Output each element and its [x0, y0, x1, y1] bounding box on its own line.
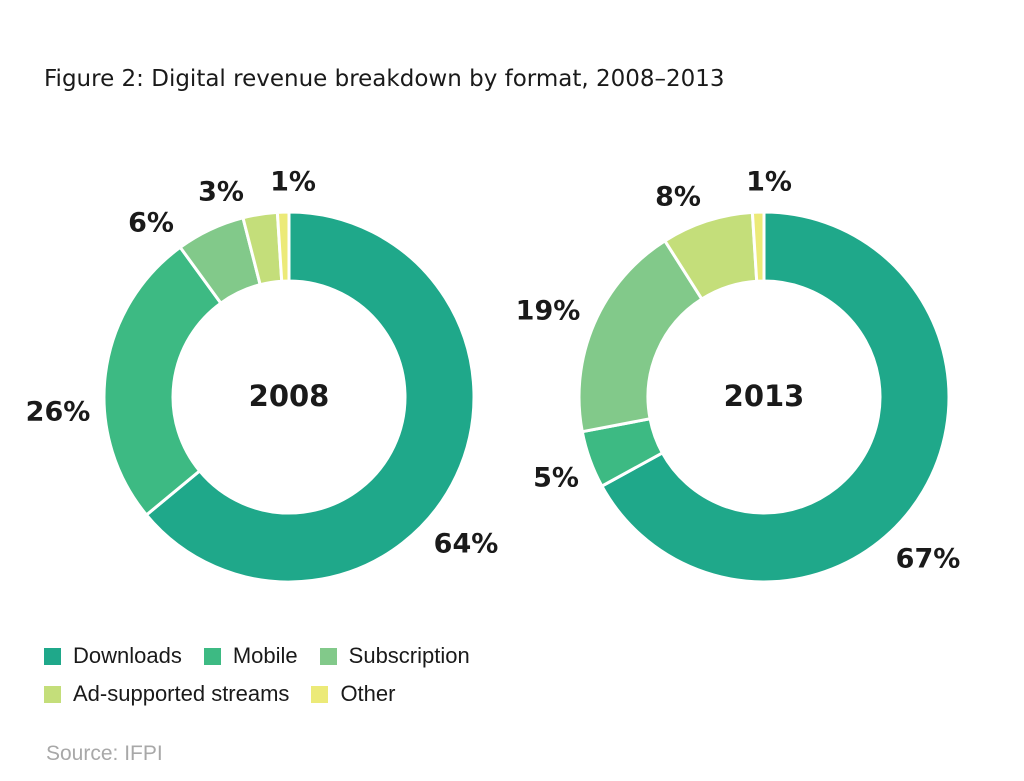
legend-label-other: Other	[340, 681, 396, 706]
center-label-2013: 2013	[724, 379, 805, 413]
pct-label-2013-other: 1%	[746, 167, 792, 198]
pct-label-2008-subscription: 6%	[128, 208, 174, 239]
legend-item-downloads: Downloads	[44, 643, 182, 669]
pct-label-2008-other: 1%	[270, 167, 316, 198]
legend-row: Ad-supported streams Other	[44, 680, 644, 708]
slice-2008-downloads	[144, 210, 476, 584]
pct-label-2008-ad-supported-streams: 3%	[198, 177, 244, 208]
source-note: Source: IFPI	[46, 742, 163, 765]
legend-swatch-subscription	[319, 647, 337, 665]
legend-swatch-downloads	[44, 647, 61, 665]
slice-2008-other	[275, 210, 291, 283]
slice-2013-downloads	[599, 210, 951, 584]
legend-label-ad-supported: Ad-supported streams	[73, 681, 290, 706]
chart-title: Figure 2: Digital revenue breakdown by f…	[44, 66, 725, 92]
legend-label-mobile: Mobile	[232, 643, 298, 668]
legend-item-mobile: Mobile	[203, 643, 298, 669]
legend: Downloads Mobile Subscription Ad-support…	[44, 642, 644, 718]
pct-label-2013-mobile: 5%	[533, 463, 579, 494]
donut-2008: 64% 26% 6% 3% 1% 2008	[26, 167, 499, 584]
legend-item-ad-supported: Ad-supported streams	[44, 681, 289, 707]
slice-2013-other	[750, 210, 766, 283]
legend-row: Downloads Mobile Subscription	[44, 642, 644, 670]
pct-label-2013-downloads: 67%	[896, 544, 961, 575]
legend-swatch-ad-supported	[44, 685, 61, 703]
pct-label-2013-ad-supported-streams: 8%	[655, 182, 701, 213]
center-label-2008: 2008	[249, 379, 330, 413]
legend-label-downloads: Downloads	[73, 643, 182, 668]
legend-item-subscription: Subscription	[319, 643, 470, 669]
pct-label-2008-mobile: 26%	[26, 397, 91, 428]
legend-swatch-mobile	[203, 647, 221, 665]
legend-swatch-other	[311, 685, 329, 703]
donut-2013: 67% 5% 19% 8% 1% 2013	[516, 167, 961, 584]
slice-2008-mobile	[102, 245, 223, 518]
pct-label-2013-subscription: 19%	[516, 296, 581, 327]
legend-item-other: Other	[311, 681, 395, 707]
pct-label-2008-downloads: 64%	[434, 529, 499, 560]
legend-label-subscription: Subscription	[348, 643, 470, 668]
